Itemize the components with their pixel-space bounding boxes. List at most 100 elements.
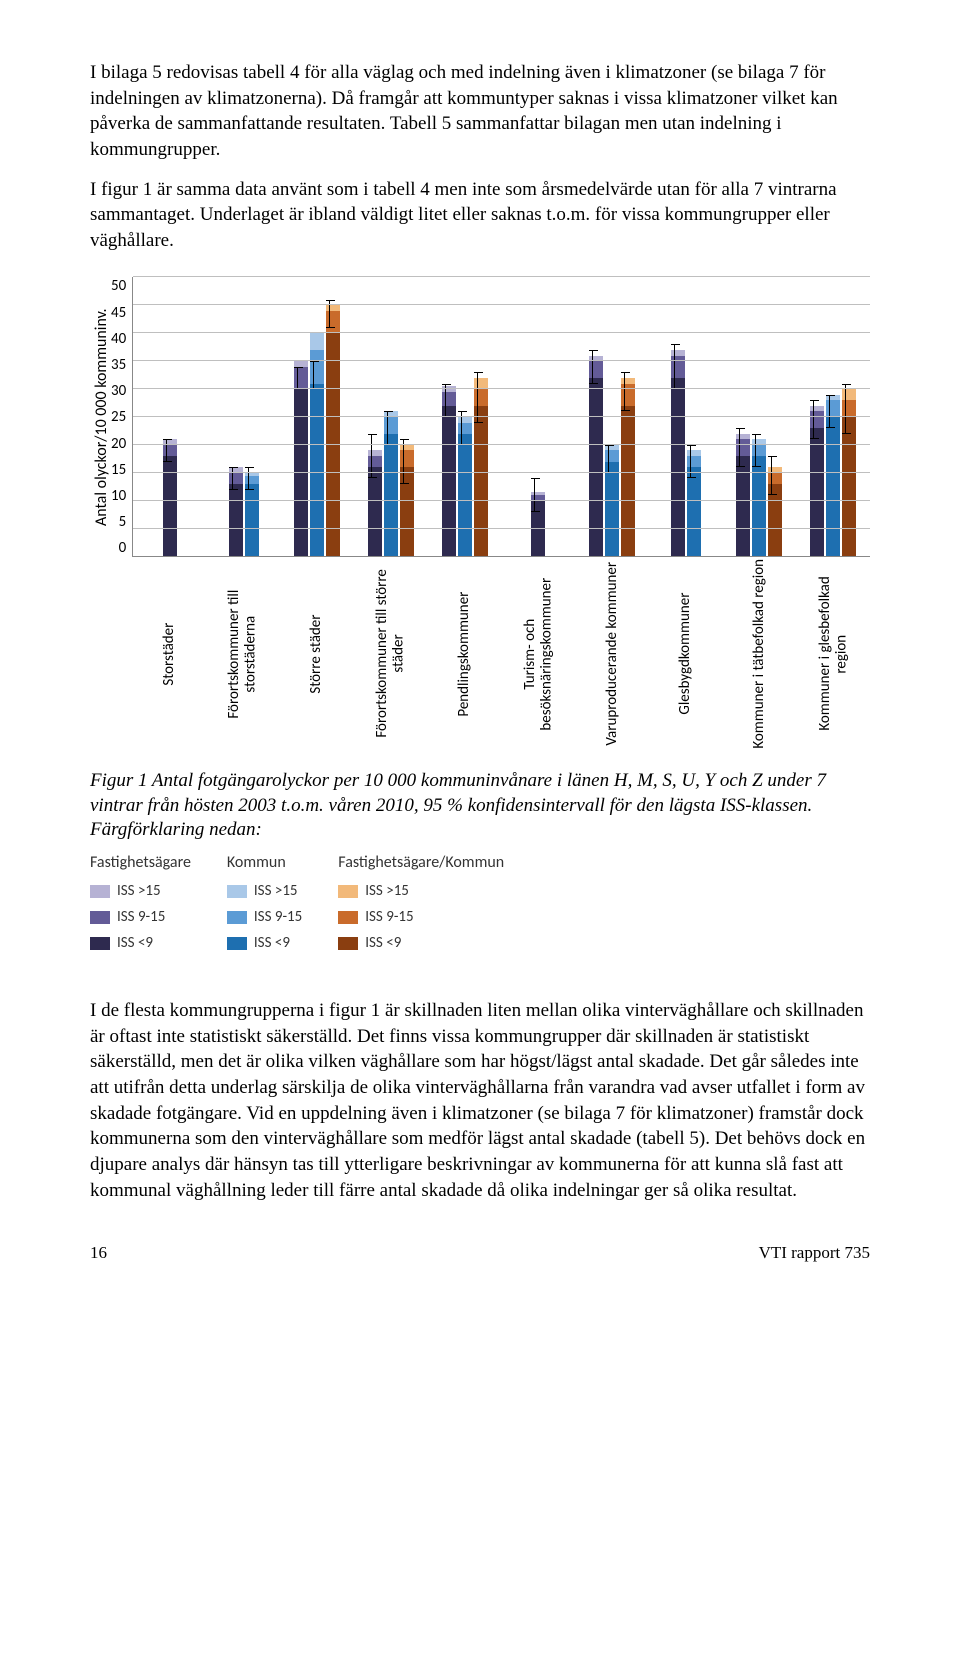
legend-row: ISS 9-15: [227, 908, 302, 926]
bar-segment: [326, 333, 340, 556]
y-tick: 5: [119, 513, 127, 531]
bar-segment: [826, 417, 840, 556]
y-tick: 30: [111, 382, 126, 400]
x-tick-label: Varuproducerande kommuner: [575, 559, 649, 749]
paragraph-3: I de flesta kommungrupperna i figur 1 är…: [90, 998, 870, 1203]
y-tick: 45: [111, 304, 126, 322]
bar-segment: [310, 384, 324, 557]
bar-segment: [245, 484, 259, 557]
y-tick: 25: [111, 408, 126, 426]
bar-group: [796, 277, 870, 556]
x-tick-label: Kommuner i glesbefolkad region: [796, 559, 870, 749]
stacked-bar: [368, 450, 382, 556]
legend-heading: Fastighetsägare/Kommun: [338, 853, 504, 872]
stacked-bar: [605, 445, 619, 557]
bar-group: [502, 277, 576, 556]
legend-row: ISS >15: [90, 882, 191, 900]
legend-text: ISS <9: [117, 934, 153, 952]
legend-row: ISS <9: [338, 934, 504, 952]
stacked-bar: [621, 378, 635, 557]
error-bar: [232, 467, 240, 489]
bar-segment: [621, 406, 635, 557]
error-bar: [690, 445, 698, 478]
y-tick: 35: [111, 356, 126, 374]
legend-row: ISS 9-15: [90, 908, 191, 926]
stacked-bar: [531, 492, 545, 556]
error-bar: [608, 445, 616, 473]
bar-group: [575, 277, 649, 556]
stacked-bar: [736, 434, 750, 557]
y-axis-ticks: 50454035302520151050: [111, 277, 132, 557]
bar-group: [133, 277, 207, 556]
legend-swatch: [90, 911, 110, 924]
y-tick: 20: [111, 435, 126, 453]
y-tick: 10: [111, 487, 126, 505]
stacked-bar: [245, 473, 259, 557]
bar-segment: [589, 378, 603, 557]
bar-segment: [368, 467, 382, 556]
page-number: 16: [90, 1243, 107, 1263]
y-tick: 40: [111, 330, 126, 348]
bar-group: [428, 277, 502, 556]
paragraph-1: I bilaga 5 redovisas tabell 4 för alla v…: [90, 60, 870, 163]
legend-swatch: [338, 937, 358, 950]
figure-1-chart: Antal olyckor/10 000 kommuninv. 50454035…: [90, 277, 870, 749]
legend-column: Kommun ISS >15 ISS 9-15 ISS <9: [227, 853, 302, 960]
legend-swatch: [90, 937, 110, 950]
stacked-bar: [229, 467, 243, 556]
stacked-bar: [163, 439, 177, 556]
page-footer: 16 VTI rapport 735: [90, 1243, 870, 1263]
x-tick-label: Större städer: [280, 559, 354, 749]
stacked-bar: [826, 395, 840, 557]
error-bar: [755, 434, 763, 467]
error-bar: [674, 344, 682, 389]
error-bar: [313, 361, 321, 389]
bar-segment: [310, 333, 324, 350]
legend-text: ISS <9: [254, 934, 290, 952]
x-tick-label: Storstäder: [132, 559, 206, 749]
error-bar: [624, 372, 632, 411]
stacked-bar: [474, 378, 488, 557]
stacked-bar: [384, 411, 398, 556]
stacked-bar: [687, 450, 701, 556]
legend-text: ISS 9-15: [365, 908, 413, 926]
bar-segment: [442, 406, 456, 557]
error-bar: [166, 439, 174, 461]
legend-text: ISS >15: [117, 882, 161, 900]
y-tick: 0: [119, 539, 127, 557]
doc-id: VTI rapport 735: [759, 1243, 870, 1263]
bar-segment: [842, 417, 856, 556]
stacked-bar: [671, 350, 685, 556]
bar-group: [723, 277, 797, 556]
stacked-bar: [400, 445, 414, 557]
stacked-bar: [768, 467, 782, 556]
plot-area: [132, 277, 870, 557]
page: I bilaga 5 redovisas tabell 4 för alla v…: [0, 0, 960, 1303]
error-bar: [297, 367, 305, 389]
legend-row: ISS <9: [227, 934, 302, 952]
legend-swatch: [227, 937, 247, 950]
bar-segment: [474, 406, 488, 557]
stacked-bar: [589, 356, 603, 557]
legend-text: ISS <9: [365, 934, 401, 952]
legend-swatch: [227, 885, 247, 898]
error-bar: [813, 400, 821, 439]
legend-text: ISS >15: [254, 882, 298, 900]
error-bar: [248, 467, 256, 489]
paragraph-2: I figur 1 är samma data använt som i tab…: [90, 177, 870, 254]
error-bar: [534, 478, 542, 511]
legend-heading: Kommun: [227, 853, 302, 872]
bar-group: [281, 277, 355, 556]
legend-heading: Fastighetsägare: [90, 853, 191, 872]
legend-swatch: [338, 911, 358, 924]
bar-group: [207, 277, 281, 556]
x-tick-label: Turism- och besöksnäringskommuner: [501, 559, 575, 749]
x-tick-label: Kommuner i tätbefolkad region: [722, 559, 796, 749]
legend-text: ISS 9-15: [117, 908, 165, 926]
stacked-bar: [310, 333, 324, 556]
legend-swatch: [338, 885, 358, 898]
bar-segment: [384, 434, 398, 557]
bar-segment: [671, 378, 685, 557]
stacked-bar: [458, 417, 472, 557]
bar-segment: [458, 434, 472, 557]
